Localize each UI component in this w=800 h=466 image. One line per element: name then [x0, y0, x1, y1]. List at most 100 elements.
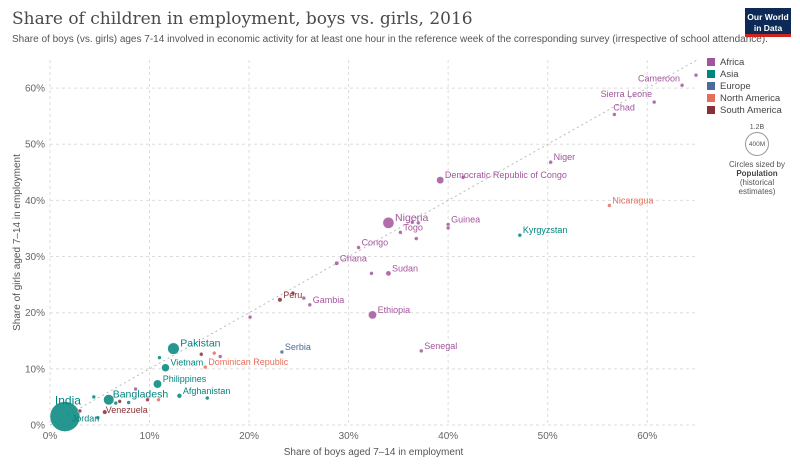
- data-point-afghanistan: [176, 393, 183, 399]
- data-point: [145, 397, 150, 402]
- logo-line-2: in Data: [753, 23, 783, 33]
- data-point: [410, 220, 415, 225]
- legend-item-north-america[interactable]: North America: [707, 92, 782, 104]
- size-note-4: estimates): [738, 187, 776, 196]
- data-point: [126, 400, 131, 405]
- point-label: Gambia: [313, 295, 345, 305]
- data-point-peru: [277, 297, 283, 303]
- y-axis-label: Share of girls aged 7–14 in employment: [12, 154, 23, 331]
- region-legend: Africa Asia Europe North America South Ameri…: [707, 56, 782, 116]
- data-point: [301, 295, 307, 301]
- size-note-1: Circles sized by: [728, 160, 785, 169]
- data-point-sierra-leone: [651, 99, 657, 105]
- point-label: Bangladesh: [113, 389, 169, 401]
- point-label: Philippines: [163, 374, 207, 384]
- data-point: [414, 236, 419, 241]
- legend-label: Asia: [720, 68, 739, 80]
- x-tick-label: 10%: [140, 431, 160, 442]
- legend-label: South America: [720, 104, 782, 116]
- point-label: Niger: [554, 152, 576, 162]
- legend-item-south-america[interactable]: South America: [707, 104, 782, 116]
- point-label: Venezuela: [106, 405, 148, 415]
- data-point: [133, 386, 138, 392]
- legend-swatch: [707, 58, 715, 66]
- point-label: Sierra Leone: [601, 89, 653, 99]
- point-label: Peru: [283, 290, 302, 300]
- legend-swatch: [707, 70, 715, 78]
- point-label: Nicaragua: [612, 195, 653, 205]
- point-label: Kyrgyzstan: [523, 225, 568, 235]
- legend-label: North America: [720, 92, 781, 104]
- legend-item-asia[interactable]: Asia: [707, 68, 782, 80]
- data-point-philippines: [153, 379, 162, 389]
- point-label: Senegal: [424, 341, 457, 351]
- data-point-kyrgyzstan: [517, 232, 523, 238]
- data-point-sudan: [385, 270, 392, 277]
- data-point: [693, 72, 699, 78]
- data-point: [77, 408, 83, 414]
- size-key-circle: 1.2B 400M: [745, 124, 769, 156]
- data-point: [290, 290, 296, 296]
- point-label: Cameroon: [638, 73, 680, 83]
- point-label: Vietnam: [170, 358, 203, 368]
- data-point-niger: [548, 159, 553, 165]
- data-point: [460, 175, 466, 180]
- data-point-nigeria: [382, 216, 395, 229]
- data-point-nicaragua: [607, 203, 612, 208]
- legend-swatch: [707, 82, 715, 90]
- legend-label: Africa: [720, 56, 745, 68]
- point-label: Sudan: [392, 263, 418, 273]
- size-note-3: (historical: [739, 178, 775, 187]
- data-point: [156, 397, 161, 402]
- data-point-ethiopia: [368, 310, 377, 320]
- y-tick-label: 10%: [25, 364, 45, 375]
- data-point: [205, 395, 210, 401]
- y-tick-label: 0%: [31, 421, 46, 432]
- data-point-india: [49, 401, 81, 432]
- point-label: Nigeria: [395, 212, 428, 224]
- size-key-value: 1.2B: [749, 124, 765, 131]
- y-tick-label: 30%: [25, 252, 45, 263]
- owid-logo[interactable]: Our World in Data: [745, 8, 791, 37]
- data-point-pakistan: [167, 342, 180, 355]
- point-label: Ethiopia: [378, 305, 411, 315]
- point-label: Dominican Republic: [208, 357, 289, 367]
- legend-swatch: [707, 94, 715, 102]
- point-label: Chad: [613, 102, 635, 112]
- data-point: [117, 399, 122, 404]
- x-axis-label: Share of boys aged 7–14 in employment: [284, 447, 464, 458]
- logo-accent-bar: [745, 34, 791, 37]
- x-tick-label: 20%: [239, 431, 259, 442]
- x-tick-label: 30%: [339, 431, 359, 442]
- point-label: Togo: [403, 222, 423, 232]
- point-label: Guinea: [451, 215, 480, 225]
- legend-item-africa[interactable]: Africa: [707, 56, 782, 68]
- point-label: Congo: [362, 238, 389, 248]
- data-point: [217, 354, 223, 359]
- data-point: [247, 314, 253, 320]
- size-note-2: Population: [736, 169, 778, 178]
- data-point-democratic-republic-of-congo: [436, 176, 445, 185]
- y-tick-label: 60%: [25, 84, 45, 95]
- point-label: India: [55, 394, 81, 408]
- x-tick-label: 0%: [43, 431, 58, 442]
- data-point-dominican-republic: [203, 364, 208, 370]
- data-point-jordan: [95, 415, 101, 420]
- legend-item-europe[interactable]: Europe: [707, 80, 782, 92]
- chart-title: Share of children in employment, boys vs…: [12, 9, 473, 29]
- legend-label: Europe: [720, 80, 751, 92]
- data-point: [211, 350, 217, 356]
- data-point-gambia: [307, 302, 313, 308]
- data-point: [416, 220, 421, 226]
- data-point-congo: [356, 245, 361, 250]
- y-tick-label: 50%: [25, 140, 45, 151]
- data-point-bangladesh: [103, 394, 115, 406]
- data-point: [91, 394, 97, 400]
- data-point-senegal: [419, 348, 424, 354]
- chart-subtitle: Share of boys (vs. girls) ages 7-14 invo…: [12, 34, 768, 45]
- data-point-serbia: [279, 349, 285, 355]
- point-label: Pakistan: [180, 338, 220, 350]
- logo-line-1: Our World: [747, 12, 789, 22]
- point-label: Serbia: [285, 342, 311, 352]
